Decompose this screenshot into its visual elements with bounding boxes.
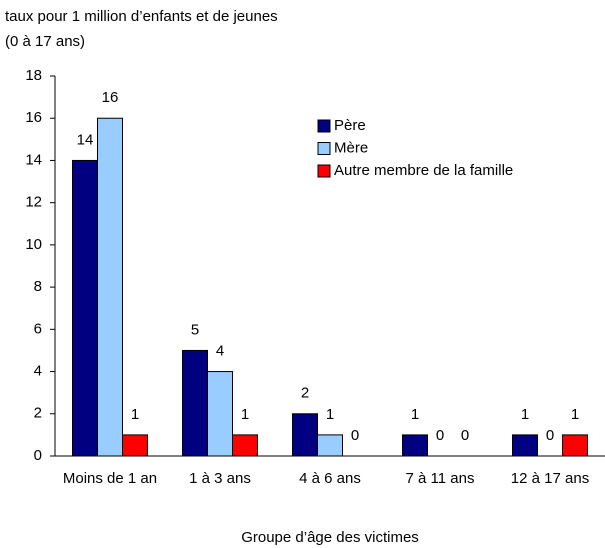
x-tick-label: 12 à 17 ans [510,470,590,487]
bar [232,434,258,457]
x-tick-label: 1 à 3 ans [189,470,251,487]
y-tick-label: 18 [25,67,42,84]
data-label: 0 [351,427,359,444]
data-label: 2 [301,385,309,402]
data-label: 0 [461,427,469,444]
y-tick-label: 6 [34,320,42,337]
y-tick-label: 16 [25,109,42,126]
legend-swatch [317,164,331,178]
bar [512,434,538,457]
data-label: 1 [521,406,529,423]
bar [207,371,233,457]
data-label: 16 [102,89,119,106]
bar [122,434,148,457]
y-tick-label: 4 [34,363,42,380]
x-tick-label: Moins de 1 an [62,470,158,487]
bar [72,159,98,457]
y-tick-label: 0 [34,447,42,464]
data-label: 1 [411,406,419,423]
legend-label: Mère [334,139,368,156]
x-axis-label: Groupe d’âge des victimes [241,529,419,546]
data-label: 1 [571,406,579,423]
y-tick-label: 10 [25,236,42,253]
y-tick-label: 12 [25,194,42,211]
data-label: 4 [216,343,224,360]
data-label: 1 [241,406,249,423]
x-tick-label: 7 à 11 ans [405,470,475,487]
bar [402,434,428,457]
legend-label: Autre membre de la famille [334,162,513,179]
bar [182,349,208,457]
data-label: 1 [326,406,334,423]
y-axis-label: taux pour 1 million d’enfants et de jeun… [5,8,278,25]
bar [97,117,123,457]
x-tick-label: 4 à 6 ans [299,470,361,487]
data-label: 0 [436,427,444,444]
y-axis-label: (0 à 17 ans) [5,33,85,50]
legend-swatch [317,142,331,155]
bar [292,413,318,457]
data-label: 1 [131,406,139,423]
data-label: 0 [546,427,554,444]
y-tick-label: 2 [34,405,42,422]
data-label: 14 [77,131,94,148]
y-tick-label: 14 [25,151,42,168]
bar [562,434,588,457]
legend-label: Père [334,117,366,134]
bar [317,434,343,457]
y-tick-label: 8 [34,278,42,295]
legend-swatch [317,119,331,133]
data-label: 5 [191,321,199,338]
